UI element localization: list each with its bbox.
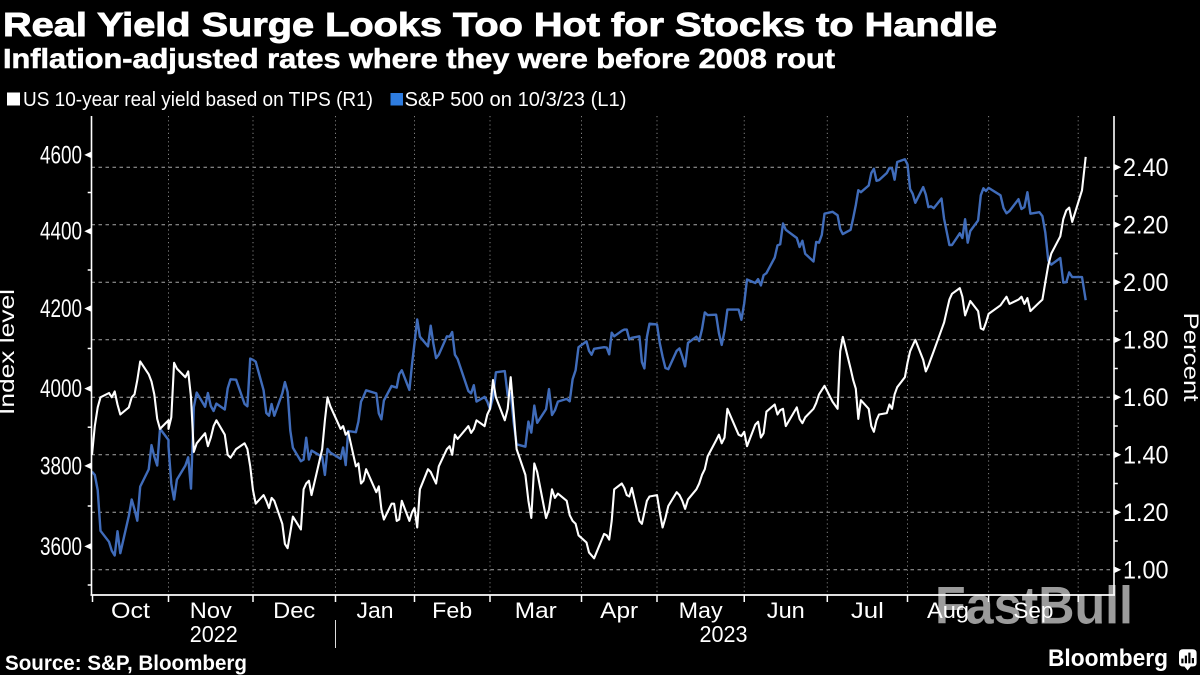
svg-text:1.60: 1.60 [1123, 384, 1169, 412]
svg-text:4200: 4200 [40, 295, 82, 323]
svg-text:Jul: Jul [851, 598, 884, 623]
svg-text:4400: 4400 [40, 218, 82, 246]
svg-text:4600: 4600 [40, 141, 82, 169]
svg-text:Dec: Dec [273, 598, 315, 623]
svg-text:2.40: 2.40 [1123, 154, 1169, 182]
svg-text:Jun: Jun [767, 598, 805, 623]
svg-text:Aug: Aug [927, 598, 969, 623]
svg-text:3600: 3600 [40, 533, 82, 561]
svg-text:US 10-year real yield based on: US 10-year real yield based on TIPS (R1) [23, 89, 373, 111]
svg-text:May: May [679, 598, 723, 623]
svg-text:Nov: Nov [190, 598, 232, 623]
svg-text:Percent: Percent [1179, 313, 1200, 402]
svg-text:1.00: 1.00 [1123, 556, 1169, 584]
svg-text:1.20: 1.20 [1123, 499, 1169, 527]
svg-text:Oct: Oct [111, 598, 150, 623]
svg-text:Real Yield Surge Looks Too Hot: Real Yield Surge Looks Too Hot for Stock… [3, 6, 997, 43]
svg-text:2.00: 2.00 [1123, 269, 1169, 297]
svg-text:2022: 2022 [190, 621, 238, 647]
svg-text:4000: 4000 [40, 375, 82, 403]
svg-text:1.80: 1.80 [1123, 326, 1169, 354]
svg-text:Jan: Jan [357, 598, 394, 623]
svg-text:Mar: Mar [515, 598, 557, 623]
svg-text:3800: 3800 [40, 452, 82, 480]
svg-text:Feb: Feb [432, 598, 472, 623]
svg-text:Source: S&P, Bloomberg: Source: S&P, Bloomberg [5, 652, 247, 675]
svg-text:1.40: 1.40 [1123, 441, 1169, 469]
svg-text:2.20: 2.20 [1123, 211, 1169, 239]
svg-text:Index level: Index level [0, 289, 19, 415]
svg-text:S&P 500 on 10/3/23 (L1): S&P 500 on 10/3/23 (L1) [405, 89, 627, 111]
svg-text:2023: 2023 [700, 621, 748, 647]
svg-text:FastBull: FastBull [935, 577, 1133, 636]
svg-text:Apr: Apr [600, 598, 638, 623]
svg-text:Inflation-adjusted rates where: Inflation-adjusted rates where they were… [3, 43, 835, 74]
svg-text:Bloomberg: Bloomberg [1048, 645, 1168, 672]
svg-text:Sep: Sep [1013, 598, 1053, 623]
